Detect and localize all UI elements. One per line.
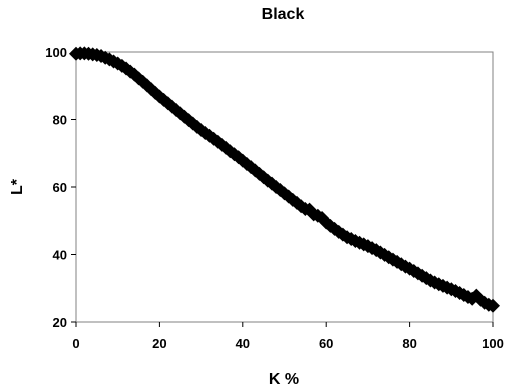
y-tick-label: 40: [53, 248, 67, 263]
y-tick-label: 100: [45, 45, 67, 60]
x-tick-label: 60: [319, 336, 333, 351]
y-axis-label: L*: [9, 178, 26, 195]
data-points: [69, 46, 500, 313]
y-tick-label: 80: [53, 113, 67, 128]
data-point: [486, 298, 500, 313]
chart-title: Black: [262, 6, 305, 23]
y-tick-label: 20: [53, 315, 67, 330]
x-axis-ticks: 0 20 40 60 80 100: [72, 322, 504, 351]
x-tick-label: 40: [236, 336, 250, 351]
x-tick-label: 100: [482, 336, 504, 351]
x-tick-label: 80: [402, 336, 416, 351]
x-tick-label: 0: [72, 336, 79, 351]
data-point: [244, 160, 259, 175]
x-tick-label: 20: [152, 336, 166, 351]
y-axis-ticks: 20 40 60 80 100: [45, 45, 76, 330]
y-tick-label: 60: [53, 180, 67, 195]
x-axis-label: K %: [269, 371, 299, 388]
